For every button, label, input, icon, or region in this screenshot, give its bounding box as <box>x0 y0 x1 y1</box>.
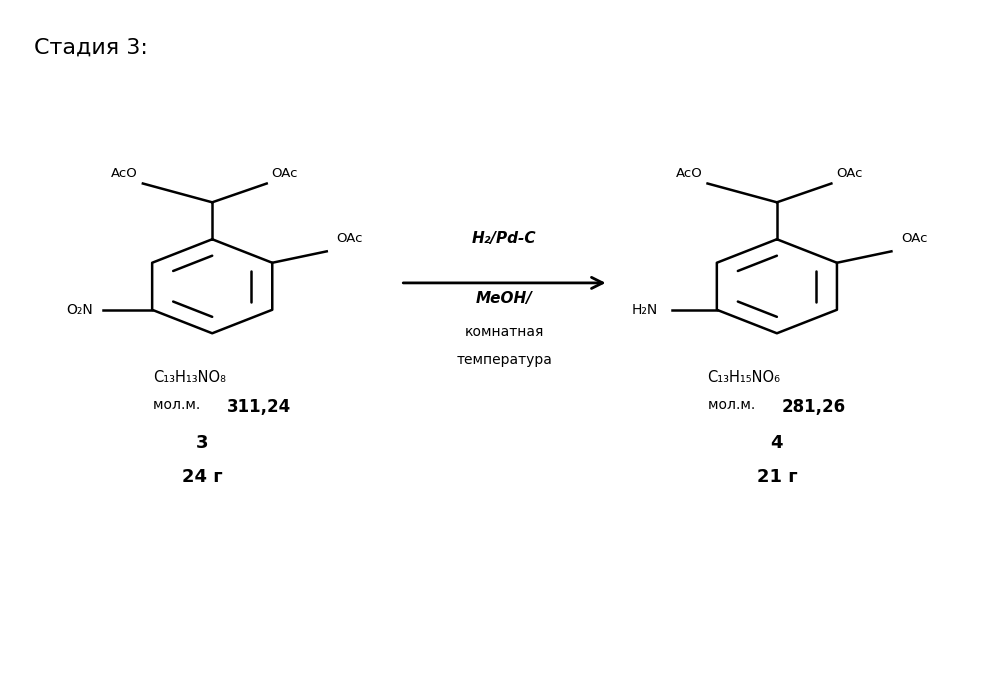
Text: комнатная: комнатная <box>465 324 544 339</box>
Text: AcO: AcO <box>676 167 702 180</box>
Text: мол.м.: мол.м. <box>707 398 759 413</box>
Text: 281,26: 281,26 <box>782 398 846 416</box>
Text: OAc: OAc <box>272 167 298 180</box>
Text: C₁₃H₁₅NO₆: C₁₃H₁₅NO₆ <box>707 370 780 386</box>
Text: OAc: OAc <box>337 232 364 245</box>
Text: 4: 4 <box>770 434 783 452</box>
Text: OAc: OAc <box>836 167 863 180</box>
Text: H₂/Pd-C: H₂/Pd-C <box>473 231 536 246</box>
Text: Стадия 3:: Стадия 3: <box>34 38 148 58</box>
Text: 311,24: 311,24 <box>227 398 292 416</box>
Text: H₂N: H₂N <box>631 303 657 317</box>
Text: AcO: AcO <box>111 167 138 180</box>
Text: O₂N: O₂N <box>66 303 93 317</box>
Text: 3: 3 <box>196 434 209 452</box>
Text: MeOH/: MeOH/ <box>476 291 532 306</box>
Text: мол.м.: мол.м. <box>153 398 205 413</box>
Text: температура: температура <box>457 354 552 367</box>
Text: C₁₃H₁₃NO₈: C₁₃H₁₃NO₈ <box>153 370 226 386</box>
Text: 21 г: 21 г <box>756 468 797 486</box>
Text: OAc: OAc <box>901 232 928 245</box>
Text: 24 г: 24 г <box>182 468 223 486</box>
